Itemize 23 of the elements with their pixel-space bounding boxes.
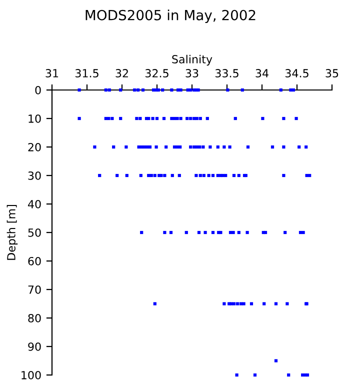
y-tick-label: 100 — [22, 370, 41, 380]
x-tick-label: 34 — [256, 69, 268, 78]
y-tick-label: 80 — [28, 314, 41, 322]
y-tick-label: 10 — [28, 114, 41, 123]
y-tick-label: 0 — [35, 86, 41, 94]
chart-title: MODS2005 in May, 2002 — [86, 10, 256, 24]
y-tick-label: 70 — [28, 285, 41, 294]
y-tick-label: 90 — [28, 342, 41, 351]
y-tick-label: 50 — [28, 228, 41, 237]
x-tick-label: 34.5 — [285, 69, 308, 78]
y-tick-label: 20 — [28, 142, 41, 152]
x-tick-label: 32 — [116, 69, 128, 78]
y-tick-label: 60 — [28, 256, 41, 266]
y-tick-label: 40 — [28, 200, 41, 208]
x-axis-title: Salinity — [172, 54, 212, 66]
y-axis-title: Depth [m] — [6, 205, 18, 260]
y-tick-label: 30 — [28, 171, 41, 180]
x-tick-label: 31.5 — [75, 69, 98, 78]
x-tick-label: 33 — [186, 69, 198, 78]
x-tick-label: 31 — [46, 69, 58, 78]
x-tick-label: 32.5 — [145, 69, 168, 78]
x-tick-label: 33.5 — [215, 69, 238, 78]
x-tick-label: 35 — [326, 69, 338, 78]
